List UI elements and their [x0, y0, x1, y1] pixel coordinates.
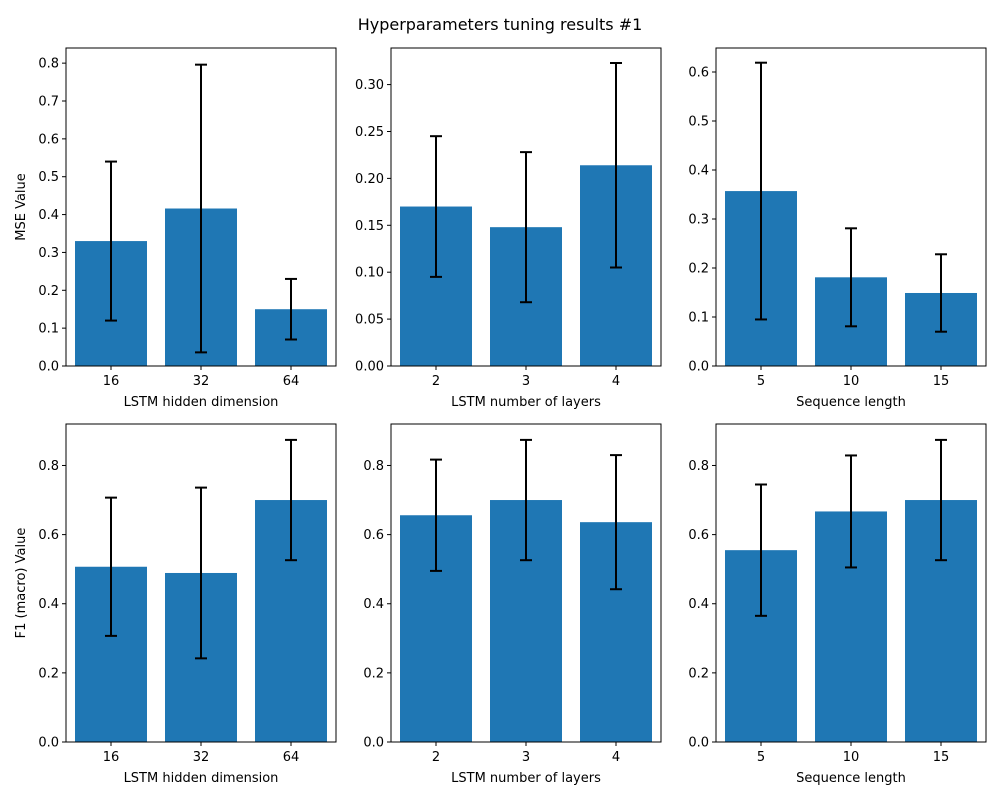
- error-bar-2: [430, 458, 442, 572]
- x-tick-label: 3: [522, 374, 530, 389]
- error-bar-32: [195, 63, 207, 354]
- y-tick-label: 0.00: [355, 360, 384, 375]
- y-tick-label: 0.10: [355, 266, 384, 281]
- subplot-6: 0.0 0.2 0.4 0.6 0.8 5 10 15 Sequence length: [688, 423, 987, 786]
- y-tick-label: 0.0: [688, 360, 709, 375]
- x-tick-label: 5: [757, 374, 765, 389]
- y-axis-label: MSE Value: [14, 173, 29, 241]
- error-bar-3: [520, 438, 532, 562]
- error-bar-32: [195, 486, 207, 660]
- error-bar-16: [105, 496, 117, 637]
- y-tick-label: 0.4: [38, 208, 59, 223]
- y-tick-label: 0.0: [363, 736, 384, 751]
- y-tick-label: 0.6: [38, 528, 59, 543]
- y-tick-label: 0.0: [38, 736, 59, 751]
- error-bar-4: [610, 454, 622, 591]
- y-tick-label: 0.8: [688, 459, 709, 474]
- error-bar-64: [285, 277, 297, 341]
- x-tick-label: 32: [193, 374, 210, 389]
- x-tick-label: 64: [283, 374, 300, 389]
- y-tick-label: 0.8: [38, 459, 59, 474]
- y-tick-label: 0.8: [363, 459, 384, 474]
- error-bar-10: [845, 227, 857, 328]
- y-tick-label: 0.2: [363, 666, 384, 681]
- y-tick-label: 0.05: [355, 313, 384, 328]
- x-tick-label: 32: [193, 750, 210, 765]
- error-bar-4: [610, 62, 622, 269]
- y-tick-label: 0.2: [688, 262, 709, 277]
- y-tick-label: 0.4: [688, 164, 709, 179]
- figure-title: Hyperparameters tuning results #1: [358, 15, 643, 34]
- y-tick-label: 0.4: [38, 597, 59, 612]
- y-tick-label: 0.7: [38, 95, 59, 110]
- x-axis-label: LSTM number of layers: [451, 771, 601, 786]
- subplot-5: 0.0 0.2 0.4 0.6 0.8 2 3 4 LSTM number of layers: [363, 423, 662, 786]
- error-bar-3: [520, 151, 532, 304]
- subplot-1: 0.0 0.1 0.2 0.3 0.4 0.5 0.6 0.7 0.8 16 32 64 LSTM hi…: [14, 47, 337, 410]
- y-tick-label: 0.1: [688, 311, 709, 326]
- x-axis-label: LSTM number of layers: [451, 395, 601, 410]
- x-axis-label: LSTM hidden dimension: [124, 395, 279, 410]
- y-tick-label: 0.0: [688, 736, 709, 751]
- error-bar-15: [935, 253, 947, 333]
- y-tick-label: 0.6: [38, 132, 59, 147]
- y-tick-label: 0.3: [688, 213, 709, 228]
- y-tick-label: 0.6: [688, 528, 709, 543]
- y-tick-label: 0.5: [688, 115, 709, 130]
- y-tick-label: 0.5: [38, 170, 59, 185]
- x-tick-label: 4: [612, 750, 620, 765]
- x-axis-label: LSTM hidden dimension: [124, 771, 279, 786]
- error-bar-2: [430, 135, 442, 278]
- x-axis-label: Sequence length: [796, 771, 906, 786]
- x-tick-label: 15: [933, 750, 950, 765]
- x-tick-label: 16: [103, 374, 120, 389]
- x-tick-label: 5: [757, 750, 765, 765]
- error-bar-5: [755, 61, 767, 321]
- y-tick-label: 0.20: [355, 172, 384, 187]
- x-axis-label: Sequence length: [796, 395, 906, 410]
- y-tick-label: 0.2: [38, 666, 59, 681]
- error-bar-15: [935, 438, 947, 562]
- y-tick-label: 0.2: [688, 666, 709, 681]
- x-tick-label: 2: [432, 374, 440, 389]
- error-bar-5: [755, 483, 767, 617]
- x-tick-label: 10: [843, 374, 860, 389]
- error-bar-64: [285, 438, 297, 562]
- subplot-3: 0.0 0.1 0.2 0.3 0.4 0.5 0.6 5 10 15 Sequence lengt…: [688, 47, 987, 410]
- y-tick-label: 0.30: [355, 78, 384, 93]
- y-tick-label: 0.2: [38, 284, 59, 299]
- y-tick-label: 0.6: [688, 66, 709, 81]
- y-tick-label: 0.3: [38, 246, 59, 261]
- x-tick-label: 2: [432, 750, 440, 765]
- x-tick-label: 16: [103, 750, 120, 765]
- y-tick-label: 0.0: [38, 360, 59, 375]
- subplot-4: 0.0 0.2 0.4 0.6 0.8 16 32 64 LSTM hidden dimensi…: [14, 423, 337, 786]
- y-tick-label: 0.25: [355, 125, 384, 140]
- x-tick-label: 4: [612, 374, 620, 389]
- error-bar-16: [105, 160, 117, 322]
- y-tick-label: 0.4: [363, 597, 384, 612]
- x-tick-label: 64: [283, 750, 300, 765]
- x-tick-label: 15: [933, 374, 950, 389]
- y-tick-label: 0.4: [688, 597, 709, 612]
- y-tick-label: 0.8: [38, 57, 59, 72]
- x-tick-label: 10: [843, 750, 860, 765]
- y-tick-label: 0.1: [38, 322, 59, 337]
- x-tick-label: 3: [522, 750, 530, 765]
- y-tick-label: 0.6: [363, 528, 384, 543]
- subplot-2: 0.00 0.05 0.10 0.15 0.20 0.25 0.30 2 3 4 LSTM numb…: [355, 47, 662, 410]
- y-axis-label: F1 (macro) Value: [14, 528, 29, 639]
- y-tick-label: 0.15: [355, 219, 384, 234]
- error-bar-10: [845, 454, 857, 569]
